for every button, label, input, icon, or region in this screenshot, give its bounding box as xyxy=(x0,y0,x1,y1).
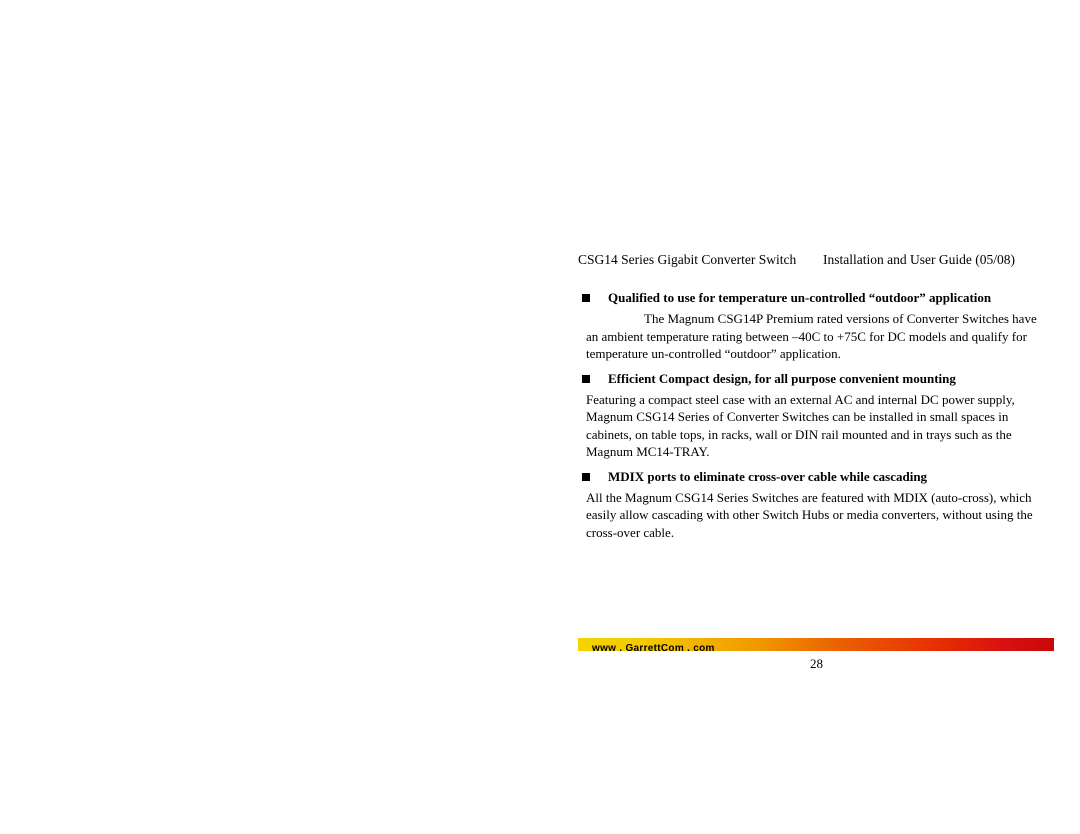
page-header: CSG14 Series Gigabit Converter Switch In… xyxy=(578,252,1058,268)
bullet-header-row: MDIX ports to eliminate cross-over cable… xyxy=(582,469,1058,485)
square-bullet-icon xyxy=(582,375,590,383)
footer-url: www . GarrettCom . com xyxy=(578,643,715,654)
page-number: 28 xyxy=(810,656,823,672)
bullet-header-row: Qualified to use for temperature un-cont… xyxy=(582,290,1058,306)
bullet-title: Efficient Compact design, for all purpos… xyxy=(608,371,956,387)
square-bullet-icon xyxy=(582,473,590,481)
bullet-item: Qualified to use for temperature un-cont… xyxy=(582,290,1058,363)
bullet-header-row: Efficient Compact design, for all purpos… xyxy=(582,371,1058,387)
bullet-item: Efficient Compact design, for all purpos… xyxy=(582,371,1058,461)
bullet-item: MDIX ports to eliminate cross-over cable… xyxy=(582,469,1058,542)
bullet-body: The Magnum CSG14P Premium rated versions… xyxy=(586,310,1046,363)
header-title-right: Installation and User Guide (05/08) xyxy=(823,252,1015,267)
bullet-body: Featuring a compact steel case with an e… xyxy=(586,391,1046,461)
bullet-list: Qualified to use for temperature un-cont… xyxy=(582,290,1058,541)
bullet-title: Qualified to use for temperature un-cont… xyxy=(608,290,991,306)
bullet-body: All the Magnum CSG14 Series Switches are… xyxy=(586,489,1046,542)
bullet-body-first-line: The Magnum CSG14P Premium rated versions… xyxy=(586,310,1009,328)
header-title-left: CSG14 Series Gigabit Converter Switch xyxy=(578,252,796,267)
footer-gradient-bar: www . GarrettCom . com xyxy=(578,638,1054,651)
bullet-title: MDIX ports to eliminate cross-over cable… xyxy=(608,469,927,485)
square-bullet-icon xyxy=(582,294,590,302)
document-page: CSG14 Series Gigabit Converter Switch In… xyxy=(578,252,1058,545)
